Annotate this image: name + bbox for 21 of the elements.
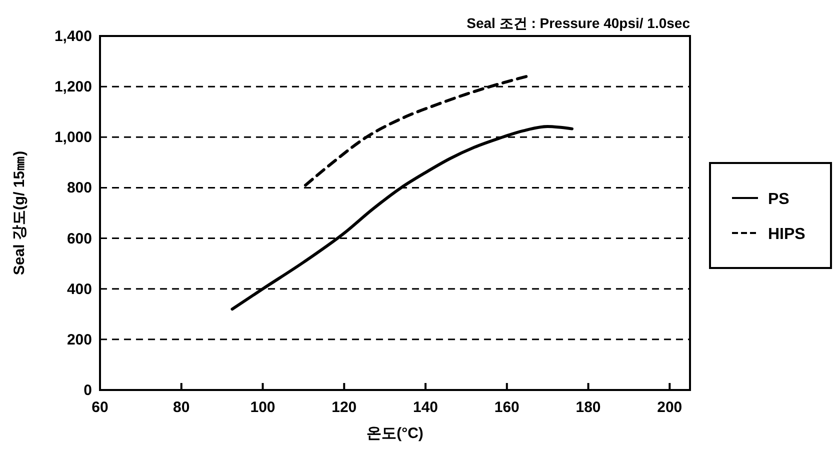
x-tick-label: 160 [494, 399, 520, 416]
legend-label: PS [768, 191, 790, 208]
legend-label: HIPS [768, 226, 806, 243]
x-tick-label: 200 [657, 399, 682, 416]
y-tick-label: 200 [66, 331, 92, 348]
x-tick-label: 100 [250, 399, 276, 416]
y-tick-label: 800 [66, 180, 92, 197]
y-tick-label: 1,000 [54, 129, 92, 146]
x-tick-label: 180 [576, 399, 601, 416]
x-tick-label: 120 [332, 399, 357, 416]
y-tick-label: 400 [66, 280, 92, 298]
y-tick-label: 0 [84, 382, 92, 399]
y-axis-title: Seal 강도(g/ 15㎜) [11, 150, 28, 276]
y-tick-label: 1,200 [54, 78, 92, 96]
x-tick-label: 60 [92, 399, 108, 416]
x-tick-label: 140 [413, 399, 438, 416]
y-tick-label: 1,400 [54, 28, 92, 45]
y-tick-label: 600 [66, 230, 92, 248]
x-tick-label: 80 [173, 399, 190, 416]
chart-title: Seal 조건 : Pressure 40psi/ 1.0sec [466, 15, 690, 31]
x-axis-title: 온도(°C) [366, 425, 424, 442]
